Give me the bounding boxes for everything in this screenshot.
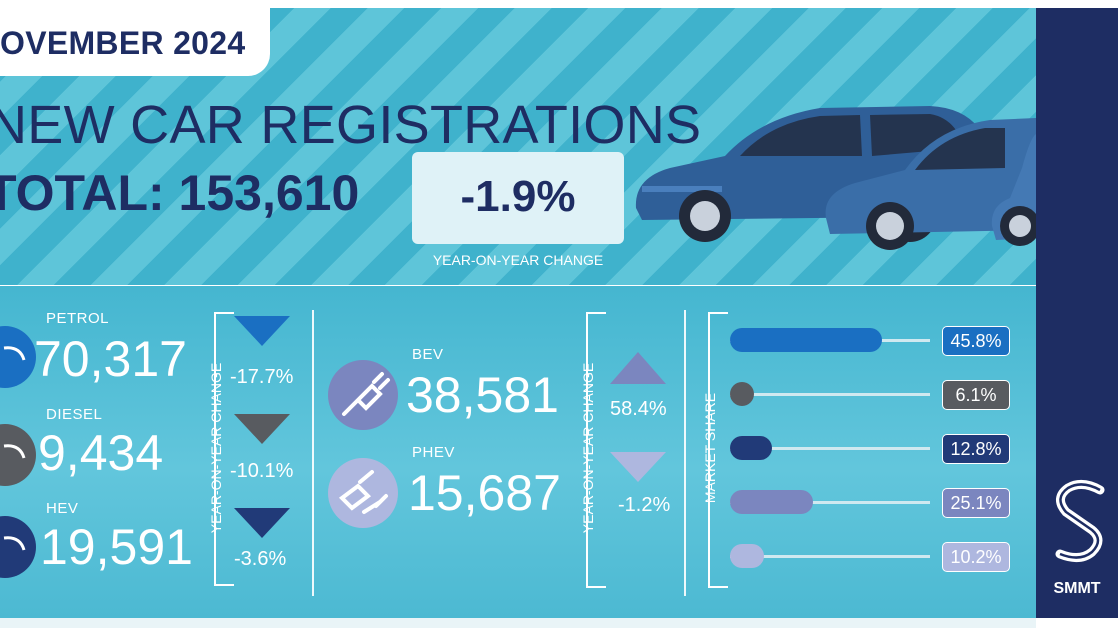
bev-up-arrow-icon bbox=[610, 352, 666, 384]
market-share-bar-petrol bbox=[730, 328, 882, 352]
hev-value: 19,591 bbox=[40, 519, 193, 575]
market-share-value-diesel: 6.1% bbox=[942, 380, 1010, 410]
market-share-value-petrol: 45.8% bbox=[942, 326, 1010, 356]
date-tab bbox=[0, 8, 270, 76]
smmt-logo-icon bbox=[1055, 480, 1105, 562]
yoy-vertical-label-left: YEAR-ON-YEAR CHANGE bbox=[208, 362, 224, 534]
market-share-bar-bev bbox=[730, 490, 813, 514]
car-small-icon bbox=[991, 134, 1036, 246]
phev-label: PHEV bbox=[412, 444, 455, 461]
petrol-label: PETROL bbox=[46, 310, 110, 327]
market-share-bracket bbox=[708, 312, 728, 588]
market-share-track bbox=[730, 447, 930, 450]
yoy-change-box bbox=[412, 152, 624, 244]
car-medium-icon bbox=[825, 118, 1036, 250]
bottom-band bbox=[0, 618, 1036, 628]
market-share-bar-diesel bbox=[730, 382, 754, 406]
cars-illustration bbox=[635, 106, 1036, 250]
market-share-value-phev: 10.2% bbox=[942, 542, 1010, 572]
yoy-bracket-left bbox=[214, 312, 234, 586]
bev-label: BEV bbox=[412, 346, 444, 363]
brand-name: SMMT bbox=[1053, 580, 1101, 597]
market-share-bar-phev bbox=[730, 544, 764, 568]
phev-value: 15,687 bbox=[408, 465, 561, 521]
market-share-value-hev: 12.8% bbox=[942, 434, 1010, 464]
yoy-bracket-right bbox=[586, 312, 606, 588]
market-share-bar-hev bbox=[730, 436, 772, 460]
petrol-value: 70,317 bbox=[34, 331, 187, 387]
yoy-vertical-label-right: YEAR-ON-YEAR CHANGE bbox=[580, 362, 596, 534]
page-title: NEW CAR REGISTRATIONS bbox=[0, 95, 702, 155]
petrol-down-arrow-icon bbox=[234, 316, 290, 346]
diesel-label: DIESEL bbox=[46, 406, 103, 423]
bev-plug-icon bbox=[328, 360, 398, 430]
hev-icon bbox=[0, 516, 36, 578]
yoy-change-value: -1.9% bbox=[460, 172, 576, 221]
diesel-down-arrow-icon bbox=[234, 414, 290, 444]
yoy-change-label: YEAR-ON-YEAR CHANGE bbox=[432, 252, 604, 268]
hev-label: HEV bbox=[46, 500, 79, 517]
market-share-label: MARKET SHARE bbox=[702, 392, 718, 504]
diesel-change: -10.1% bbox=[230, 460, 294, 482]
divider-left bbox=[312, 310, 314, 596]
total-registrations: TOTAL: 153,610 bbox=[0, 165, 360, 221]
hev-down-arrow-icon bbox=[234, 508, 290, 538]
diesel-value: 9,434 bbox=[38, 425, 164, 481]
bev-change: 58.4% bbox=[610, 398, 667, 420]
market-share-track bbox=[730, 501, 930, 504]
phev-change: -1.2% bbox=[618, 494, 671, 516]
market-share-track bbox=[730, 393, 930, 396]
phev-plug-icon bbox=[328, 458, 398, 528]
divider-right bbox=[684, 310, 686, 596]
market-share-value-bev: 25.1% bbox=[942, 488, 1010, 518]
report-date: OVEMBER 2024 bbox=[0, 25, 246, 61]
petrol-icon bbox=[0, 326, 36, 388]
bev-value: 38,581 bbox=[406, 367, 559, 423]
diesel-icon bbox=[0, 424, 36, 486]
phev-down-arrow-icon bbox=[610, 452, 666, 482]
market-share-track bbox=[730, 555, 930, 558]
hev-change: -3.6% bbox=[234, 548, 287, 570]
petrol-change: -17.7% bbox=[230, 366, 294, 388]
